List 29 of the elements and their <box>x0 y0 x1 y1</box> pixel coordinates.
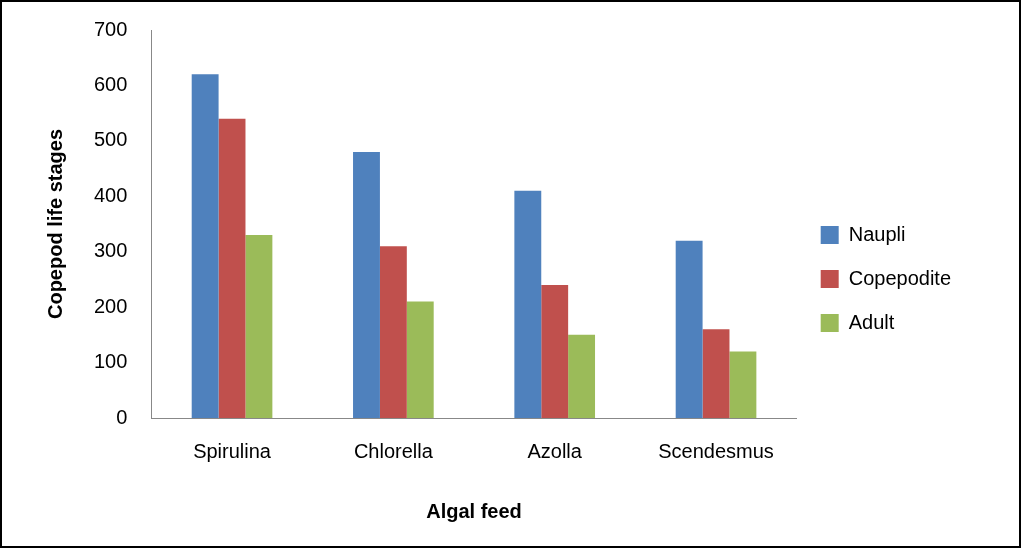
y-tick-label: 500 <box>93 128 128 151</box>
legend-label: Copepodite <box>848 266 952 289</box>
x-tick-label: Scendesmus <box>658 439 774 462</box>
bar <box>191 74 219 418</box>
y-tick-label: 300 <box>93 239 128 262</box>
y-tick-label: 0 <box>116 405 128 428</box>
bar <box>406 301 434 418</box>
bar <box>353 151 380 418</box>
bar <box>514 190 542 418</box>
bar <box>218 118 246 418</box>
x-tick-label: Spirulina <box>193 439 272 462</box>
y-tick-label: 100 <box>93 350 128 373</box>
legend-label: Adult <box>848 310 895 333</box>
x-axis-title: Algal feed <box>426 499 522 522</box>
bar <box>541 284 569 418</box>
bar <box>245 235 273 418</box>
bar <box>568 334 596 418</box>
y-tick-label: 600 <box>93 72 128 95</box>
bar <box>675 240 703 418</box>
y-tick-label: 400 <box>93 183 128 206</box>
bar <box>702 329 730 418</box>
y-tick-label: 200 <box>93 294 128 317</box>
bar <box>729 351 757 418</box>
legend-label: Naupli <box>848 222 906 245</box>
x-tick-label: Azolla <box>527 439 583 462</box>
x-tick-label: Chlorella <box>353 439 434 462</box>
bar <box>379 246 407 418</box>
y-tick-label: 700 <box>93 17 128 40</box>
y-axis-title: Copepod life stages <box>43 128 66 320</box>
